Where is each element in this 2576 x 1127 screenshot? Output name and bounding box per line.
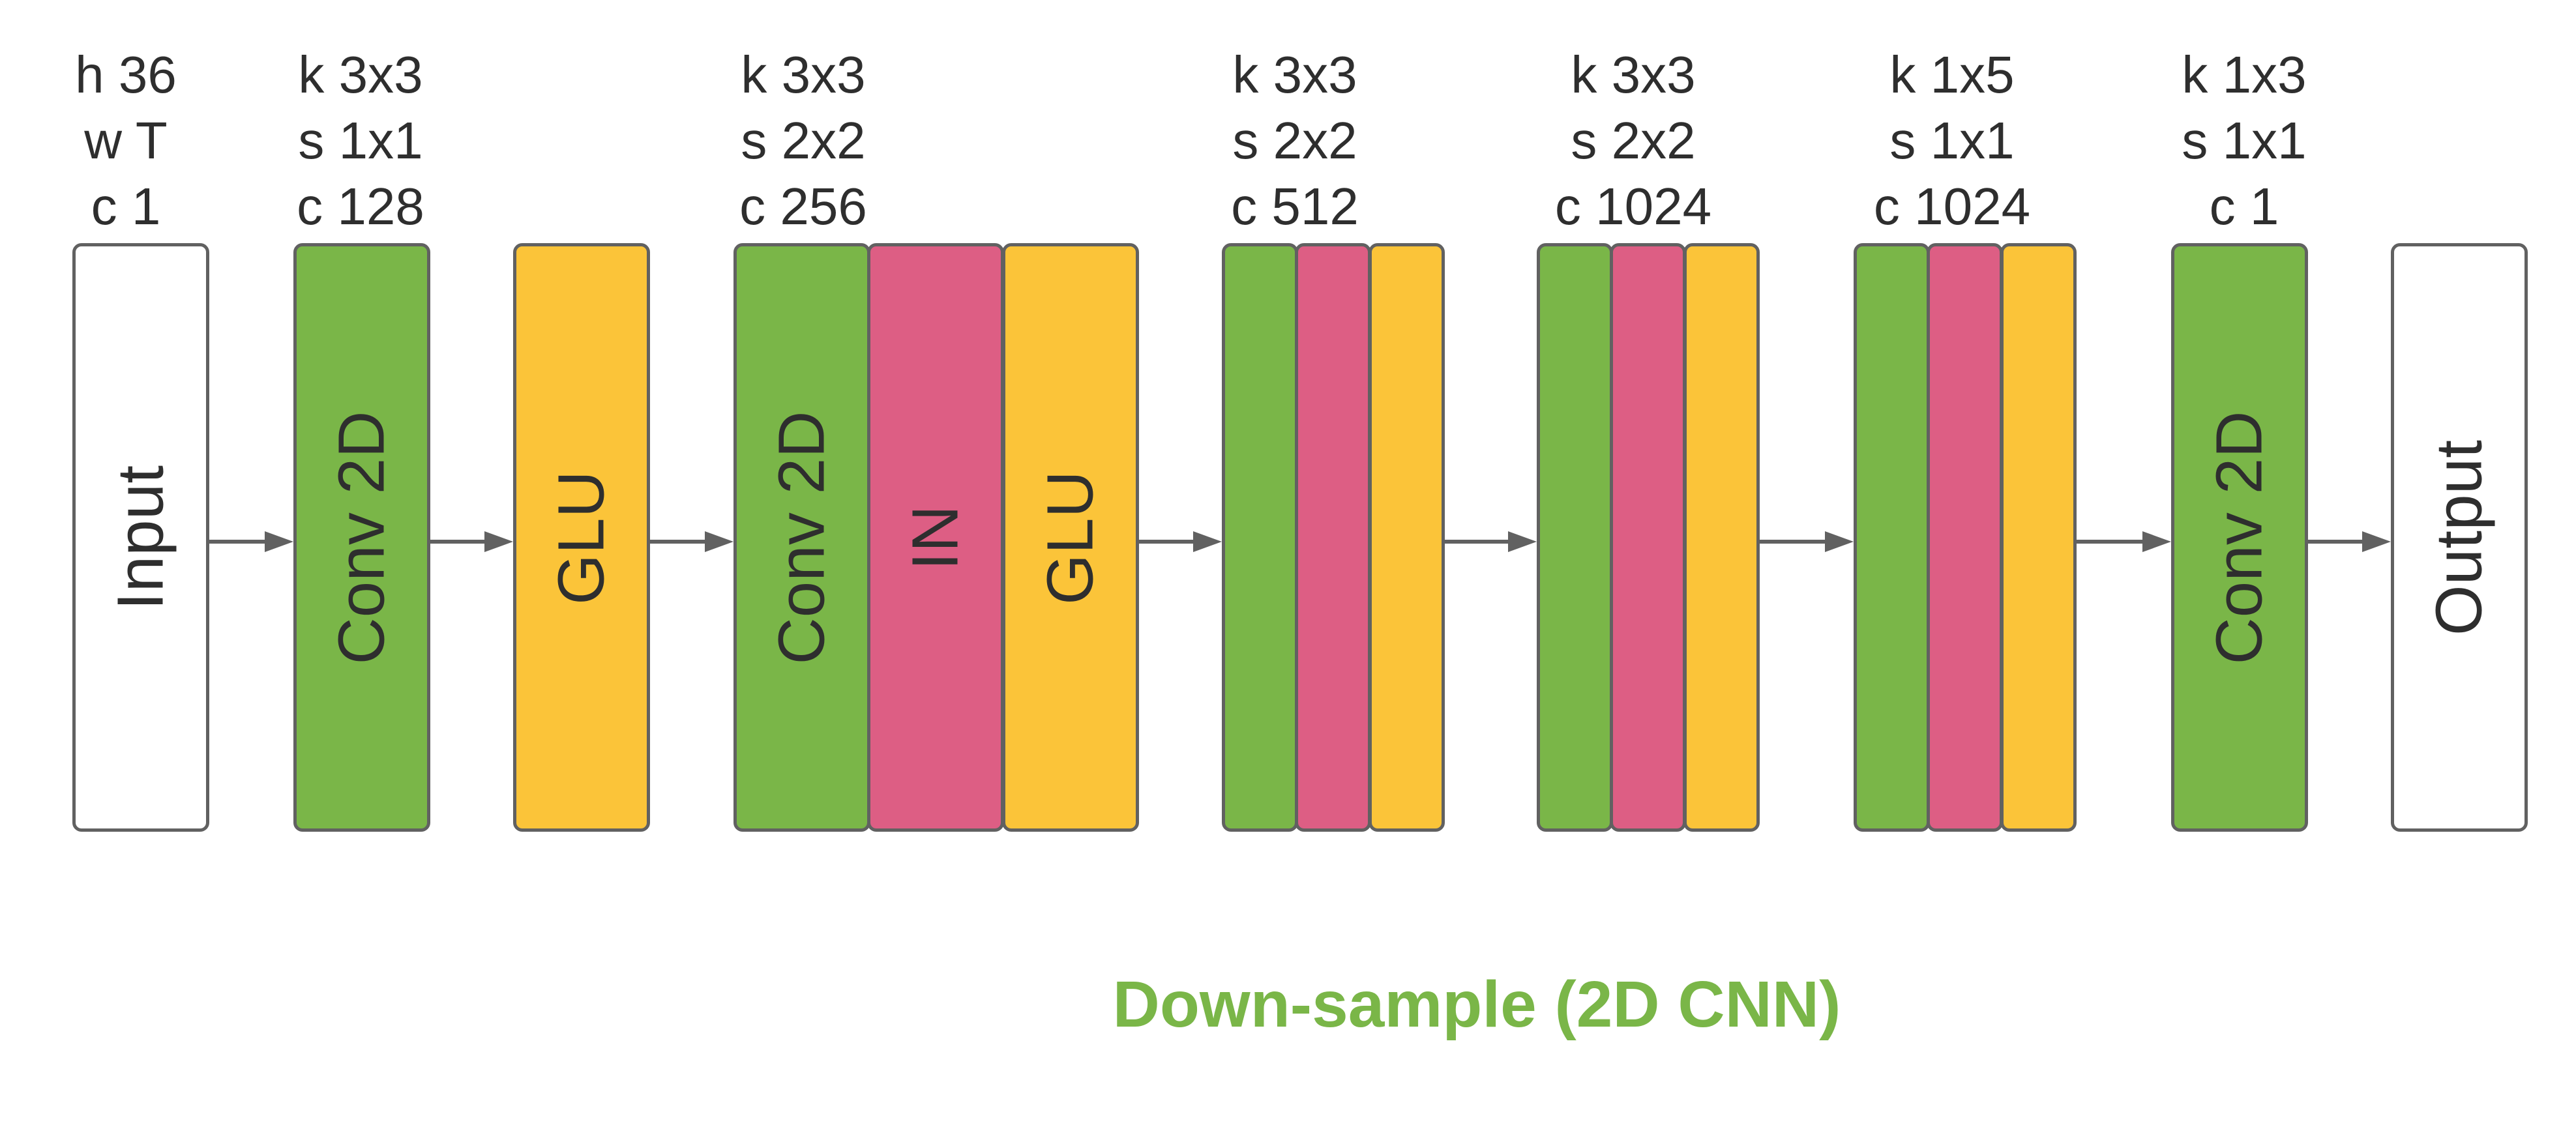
downsample4-stride: s 1x1	[1889, 111, 2015, 169]
downsample2-in-block	[1295, 243, 1371, 832]
glu1-block: GLU	[513, 243, 650, 832]
downsample1-glu-label: GLU	[1033, 470, 1107, 605]
arrow-right-icon	[650, 531, 733, 552]
downsample1-kernel: k 3x3	[741, 46, 866, 104]
conv-out-params: k 1x3 s 1x1 c 1	[2182, 42, 2306, 239]
downsample4-conv-block	[1854, 243, 1930, 832]
downsample1-in-block: IN	[867, 243, 1004, 832]
arrow-right-icon	[209, 531, 293, 552]
downsample2-conv-block	[1222, 243, 1298, 832]
arrow-right-icon	[1760, 531, 1854, 552]
conv-out-block: Conv 2D	[2171, 243, 2308, 832]
conv1-channels: c 128	[297, 177, 424, 235]
arrow-right-icon	[2077, 531, 2171, 552]
downsample2-channels: c 512	[1231, 177, 1359, 235]
input-height: h 36	[75, 46, 177, 104]
downsample1-conv-block: Conv 2D	[733, 243, 870, 832]
input-label: Input	[104, 465, 177, 610]
conv-out-channels: c 1	[2209, 177, 2279, 235]
downsample1-params: k 3x3 s 2x2 c 256	[739, 42, 867, 239]
input-block: Input	[72, 243, 209, 832]
arrow-right-icon	[1445, 531, 1537, 552]
arrow-right-icon	[2308, 531, 2391, 552]
conv1-kernel: k 3x3	[298, 46, 423, 104]
section-caption: Down-sample (2D CNN)	[1112, 968, 1841, 1041]
downsample1-channels: c 256	[739, 177, 867, 235]
conv-out-kernel: k 1x3	[2182, 46, 2307, 104]
input-width: w T	[84, 111, 168, 169]
output-label: Output	[2422, 439, 2496, 636]
conv1-params: k 3x3 s 1x1 c 128	[297, 42, 424, 239]
downsample2-glu-block	[1369, 243, 1445, 832]
downsample4-glu-block	[2000, 243, 2077, 832]
downsample3-in-block	[1610, 243, 1686, 832]
conv1-stride: s 1x1	[298, 111, 423, 169]
downsample3-params: k 3x3 s 2x2 c 1024	[1555, 42, 1711, 239]
input-params: h 36 w T c 1	[75, 42, 177, 239]
conv-out-label: Conv 2D	[2202, 410, 2276, 665]
downsample2-kernel: k 3x3	[1232, 46, 1357, 104]
downsample4-channels: c 1024	[1873, 177, 2031, 235]
glu1-label: GLU	[544, 470, 618, 605]
input-channels: c 1	[91, 177, 161, 235]
downsample1-conv-label: Conv 2D	[765, 410, 838, 665]
arrow-right-icon	[430, 531, 513, 552]
arrow-right-icon	[1139, 531, 1222, 552]
downsample4-params: k 1x5 s 1x1 c 1024	[1874, 42, 2030, 239]
downsample1-stride: s 2x2	[741, 111, 866, 169]
conv-out-stride: s 1x1	[2182, 111, 2307, 169]
downsample3-kernel: k 3x3	[1571, 46, 1696, 104]
downsample2-stride: s 2x2	[1232, 111, 1357, 169]
downsample1-in-label: IN	[898, 505, 972, 570]
output-block: Output	[2391, 243, 2528, 832]
downsample2-params: k 3x3 s 2x2 c 512	[1231, 42, 1359, 239]
downsample1-glu-block: GLU	[1002, 243, 1139, 832]
conv1-block: Conv 2D	[293, 243, 430, 832]
downsample4-kernel: k 1x5	[1889, 46, 2015, 104]
downsample3-channels: c 1024	[1554, 177, 1712, 235]
downsample3-glu-block	[1683, 243, 1760, 832]
downsample3-conv-block	[1537, 243, 1613, 832]
downsample4-in-block	[1927, 243, 2003, 832]
conv1-label: Conv 2D	[325, 410, 398, 665]
downsample3-stride: s 2x2	[1571, 111, 1696, 169]
